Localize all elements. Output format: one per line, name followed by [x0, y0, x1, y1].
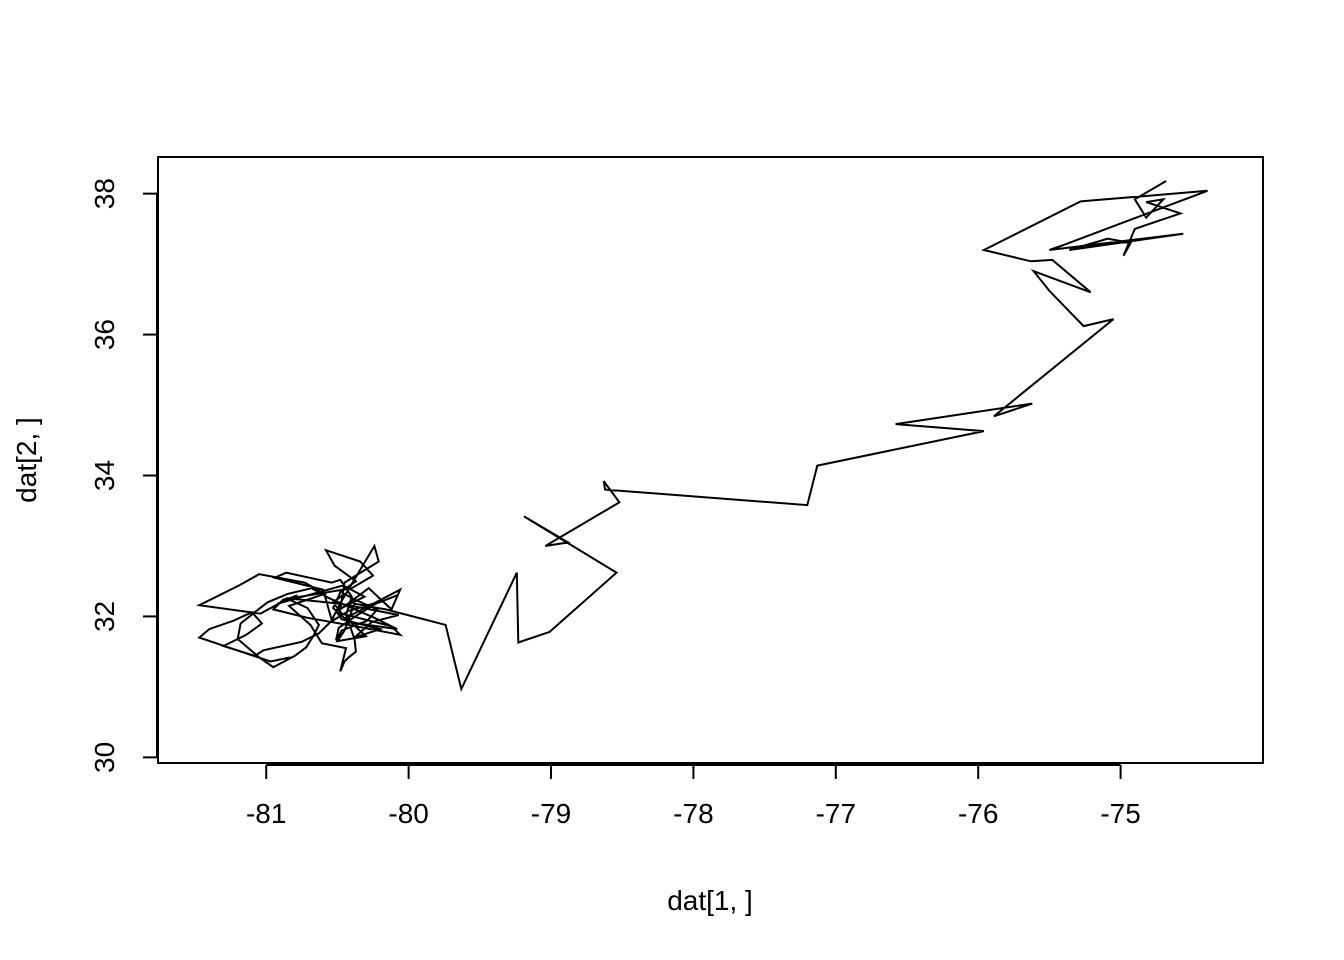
x-tick-label: -76	[958, 798, 998, 829]
x-tick-label: -79	[531, 798, 571, 829]
x-tick-label: -81	[246, 798, 286, 829]
x-axis: -81 -80 -79 -78 -77 -76 -75	[246, 764, 1141, 829]
series-line	[195, 180, 1208, 692]
y-tick-label: 34	[89, 460, 120, 491]
x-tick-label: -77	[816, 798, 856, 829]
y-tick-label: 32	[89, 601, 120, 632]
y-tick-label: 30	[89, 742, 120, 773]
x-axis-label: dat[1, ]	[667, 885, 753, 916]
plot-frame	[157, 156, 1264, 764]
x-tick-label: -78	[673, 798, 713, 829]
y-axis: 30 32 34 36 38	[89, 178, 158, 773]
y-tick-label: 36	[89, 319, 120, 350]
x-tick-label: -80	[388, 798, 428, 829]
y-tick-label: 38	[89, 178, 120, 209]
y-axis-label: dat[2, ]	[11, 417, 42, 503]
x-tick-label: -75	[1100, 798, 1140, 829]
